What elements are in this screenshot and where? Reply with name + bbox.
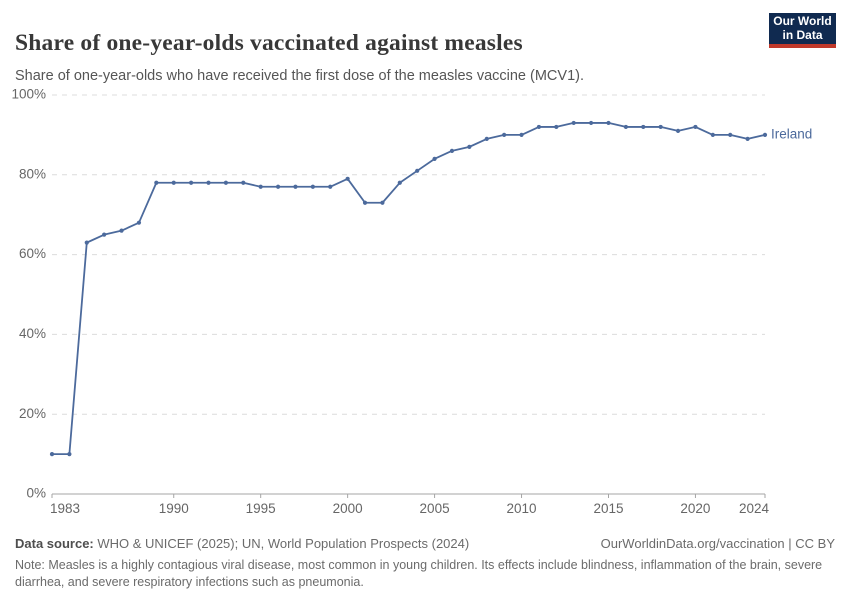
y-tick-label: 100% xyxy=(11,87,46,102)
data-point xyxy=(571,120,576,126)
series-line xyxy=(51,122,766,456)
data-point xyxy=(154,180,159,185)
line-chart: 0% 20% 40% 60% 80% 100% 1983 1990 1995 2000 2005 20… xyxy=(11,87,812,516)
x-tick-label: 2000 xyxy=(333,501,363,516)
license-label: CC BY xyxy=(795,536,835,551)
data-point xyxy=(136,220,142,225)
data-point xyxy=(484,136,489,141)
data-point xyxy=(275,184,281,189)
data-point xyxy=(223,180,229,185)
footer-links: OurWorldinData.org/vaccination | CC BY xyxy=(601,536,835,551)
owid-url-link[interactable]: OurWorldinData.org/vaccination xyxy=(600,536,785,551)
x-tick-label: 2015 xyxy=(593,501,623,516)
owid-logo: Our World in Data xyxy=(769,13,836,48)
footer-separator: | xyxy=(784,536,796,551)
owid-logo-line1: Our World xyxy=(773,14,832,28)
data-point xyxy=(641,124,646,130)
data-point xyxy=(397,180,402,185)
data-point xyxy=(623,124,628,130)
data-point xyxy=(762,132,768,137)
x-tick-label: 1995 xyxy=(246,501,276,516)
footer-sources: Data source: WHO & UNICEF (2025); UN, Wo… xyxy=(15,536,835,551)
x-tick-label: 2005 xyxy=(420,501,450,516)
data-point xyxy=(328,184,333,189)
x-tick-label: 2020 xyxy=(680,501,710,516)
x-tick-label: 1990 xyxy=(159,501,189,516)
note-label: Note: xyxy=(15,558,45,572)
series-end-label: Ireland xyxy=(771,126,812,141)
data-point xyxy=(171,180,176,185)
data-point xyxy=(84,240,89,245)
chart-subtitle: Share of one-year-olds who have received… xyxy=(15,67,584,84)
data-point xyxy=(432,156,437,161)
data-point xyxy=(380,200,385,205)
note-text: Measles is a highly contagious viral dis… xyxy=(15,558,823,589)
data-point xyxy=(49,452,55,457)
footer-note: Note: Measles is a highly contagious vir… xyxy=(15,557,837,591)
data-point xyxy=(119,228,124,233)
data-point xyxy=(588,120,594,126)
data-point xyxy=(745,136,750,141)
data-point xyxy=(102,232,107,237)
data-point xyxy=(258,184,263,189)
data-point xyxy=(189,180,194,185)
data-point xyxy=(310,184,315,189)
data-point xyxy=(693,124,698,130)
data-point xyxy=(415,168,420,173)
data-point xyxy=(658,124,663,130)
data-point xyxy=(502,132,507,137)
y-tick-label: 20% xyxy=(19,406,46,421)
data-point xyxy=(67,452,72,457)
data-point xyxy=(728,132,733,137)
data-source-text: WHO & UNICEF (2025); UN, World Populatio… xyxy=(93,536,470,551)
data-point xyxy=(519,132,524,137)
data-point xyxy=(449,148,455,153)
x-tick-label: 1983 xyxy=(50,501,80,516)
data-point xyxy=(710,132,715,137)
data-point xyxy=(536,124,542,130)
page-title: Share of one-year-olds vaccinated agains… xyxy=(15,29,523,56)
data-point xyxy=(554,124,559,130)
data-point xyxy=(206,180,211,185)
data-point xyxy=(345,176,350,181)
y-tick-label: 0% xyxy=(26,486,46,501)
owid-logo-line2: in Data xyxy=(782,27,823,42)
data-source-label: Data source: xyxy=(15,536,94,551)
data-point xyxy=(606,120,611,126)
x-tick-label: 2024 xyxy=(739,501,770,516)
y-tick-label: 60% xyxy=(19,246,46,261)
y-tick-label: 80% xyxy=(19,166,46,181)
data-point xyxy=(467,144,472,149)
data-point xyxy=(241,180,246,185)
data-point xyxy=(675,128,681,134)
data-point xyxy=(293,184,298,189)
data-point xyxy=(362,200,368,205)
y-tick-label: 40% xyxy=(19,326,46,341)
x-tick-label: 2010 xyxy=(507,501,537,516)
